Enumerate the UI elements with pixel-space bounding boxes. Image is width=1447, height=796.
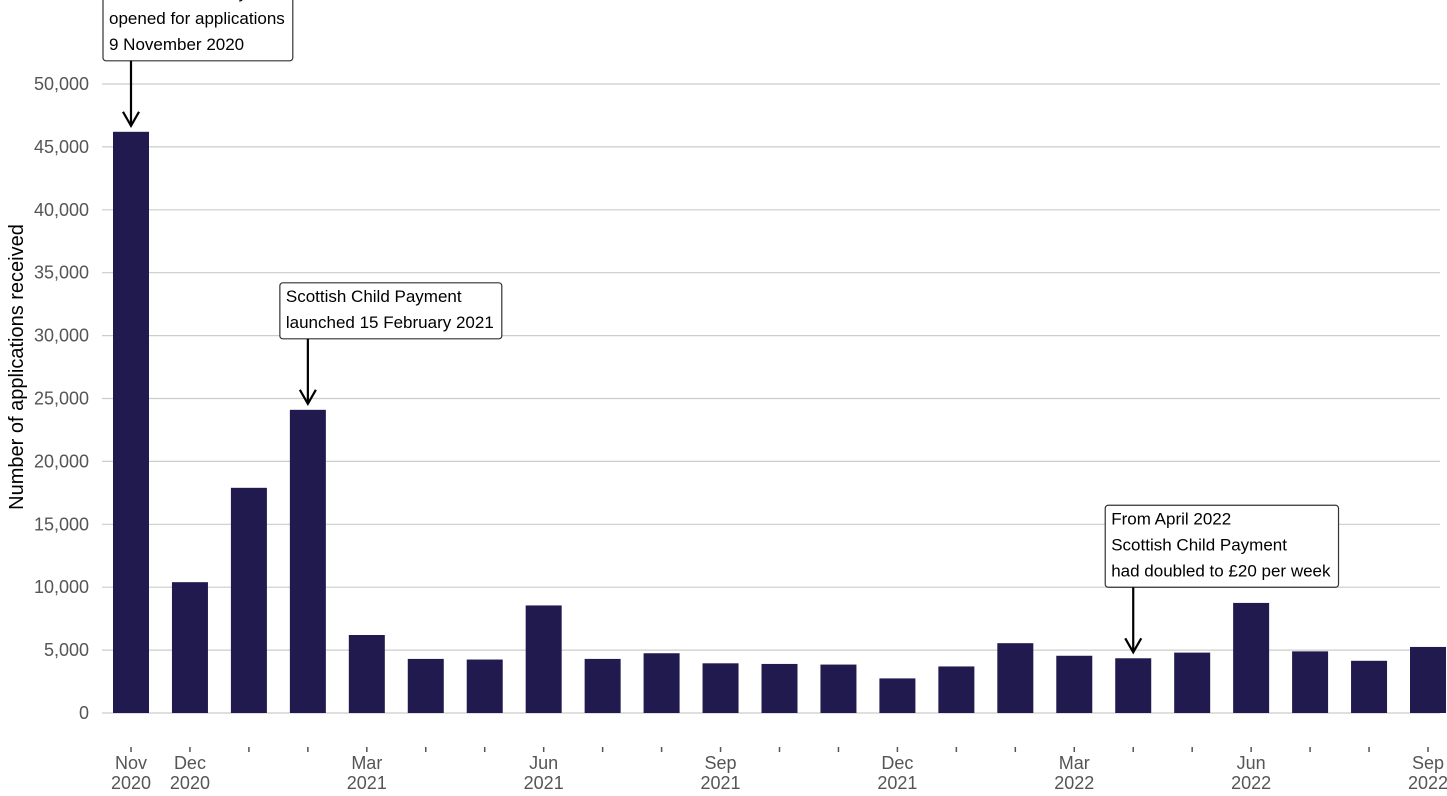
annotation: Scottish Child Payment opened for applica…	[102, 0, 294, 129]
annotations: Scottish Child Payment opened for applica…	[102, 0, 1340, 655]
y-tick-label: 45,000	[34, 137, 89, 157]
bar	[1351, 660, 1388, 713]
bar	[1233, 602, 1270, 713]
x-tick-label: 2022	[1408, 773, 1447, 791]
bar	[1056, 655, 1093, 713]
y-axis-tick-labels: 0 5,000 10,000 15,000 20,000 25,000 30,000 35,0…	[34, 74, 89, 723]
y-tick-label: 40,000	[34, 200, 89, 220]
annotation-text: 9 November 2020	[109, 35, 244, 54]
bar	[643, 653, 680, 713]
x-axis-ticks: Nov2020Dec2020Mar2021Jun2021Sep2021Dec20…	[111, 747, 1447, 793]
y-tick-label: 10,000	[34, 577, 89, 597]
x-tick-label: Nov	[115, 753, 147, 773]
bar	[525, 605, 562, 713]
annotation-box	[279, 282, 503, 340]
x-tick-label: Jun	[1237, 753, 1266, 773]
x-tick-label: 2021	[701, 773, 741, 791]
y-tick-label: 15,000	[34, 514, 89, 534]
bar	[584, 658, 621, 713]
annotation-text: had doubled to £20 per week	[1111, 561, 1331, 580]
y-tick-label: 20,000	[34, 451, 89, 471]
bar	[879, 678, 916, 713]
x-tick-label: 2021	[877, 773, 917, 791]
x-tick-label: Dec	[174, 753, 206, 773]
annotation-arrowhead	[1124, 637, 1143, 655]
bar	[171, 582, 208, 713]
bar	[230, 487, 267, 713]
bar	[466, 659, 503, 713]
bar	[1115, 658, 1152, 713]
bar	[938, 666, 975, 713]
x-tick-label: Sep	[705, 753, 737, 773]
y-tick-label: 0	[79, 703, 89, 723]
x-tick-label: 2022	[1054, 773, 1094, 791]
bar	[348, 635, 385, 713]
y-tick-label: 35,000	[34, 263, 89, 283]
annotation-arrowhead	[122, 111, 140, 129]
bar	[1292, 651, 1329, 713]
y-tick-label: 50,000	[34, 74, 89, 94]
bars	[113, 131, 1446, 713]
x-tick-label: 2022	[1231, 773, 1271, 791]
annotation: Scottish Child Payment launched 15 Februa…	[279, 282, 503, 407]
annotation: From April 2022 Scottish Child Payment had…	[1104, 504, 1340, 655]
y-tick-label: 25,000	[34, 389, 89, 409]
annotation-text: Scottish Child Payment	[286, 287, 462, 306]
x-tick-label: Jun	[529, 753, 558, 773]
bar	[289, 409, 326, 713]
annotation-box	[102, 0, 294, 62]
x-tick-label: 2021	[524, 773, 564, 791]
x-tick-label: 2020	[170, 773, 210, 791]
x-tick-label: Sep	[1412, 753, 1444, 773]
annotation-text: Scottish Child Payment	[109, 0, 285, 2]
x-tick-label: Mar	[351, 753, 382, 773]
annotation-text: opened for applications	[109, 9, 285, 28]
x-tick-label: Mar	[1059, 753, 1090, 773]
y-axis-title: Number of applications received	[6, 224, 28, 510]
annotation-text: Scottish Child Payment	[1111, 535, 1287, 554]
annotation-arrowhead	[298, 389, 317, 407]
x-tick-label: Dec	[881, 753, 913, 773]
bar	[1410, 646, 1446, 713]
x-tick-label: 2020	[111, 773, 151, 791]
y-tick-label: 30,000	[34, 326, 89, 346]
annotation-text: From April 2022	[1111, 509, 1231, 528]
bar	[1174, 652, 1211, 713]
annotation-box	[1104, 504, 1340, 588]
bar	[820, 664, 857, 713]
x-tick-label: 2021	[347, 773, 387, 791]
bar	[997, 643, 1034, 713]
bar	[761, 663, 798, 713]
bar	[113, 131, 149, 713]
annotation-text: launched 15 February 2021	[286, 313, 494, 332]
bar	[407, 658, 444, 713]
bar	[702, 663, 739, 713]
y-tick-label: 5,000	[44, 640, 89, 660]
